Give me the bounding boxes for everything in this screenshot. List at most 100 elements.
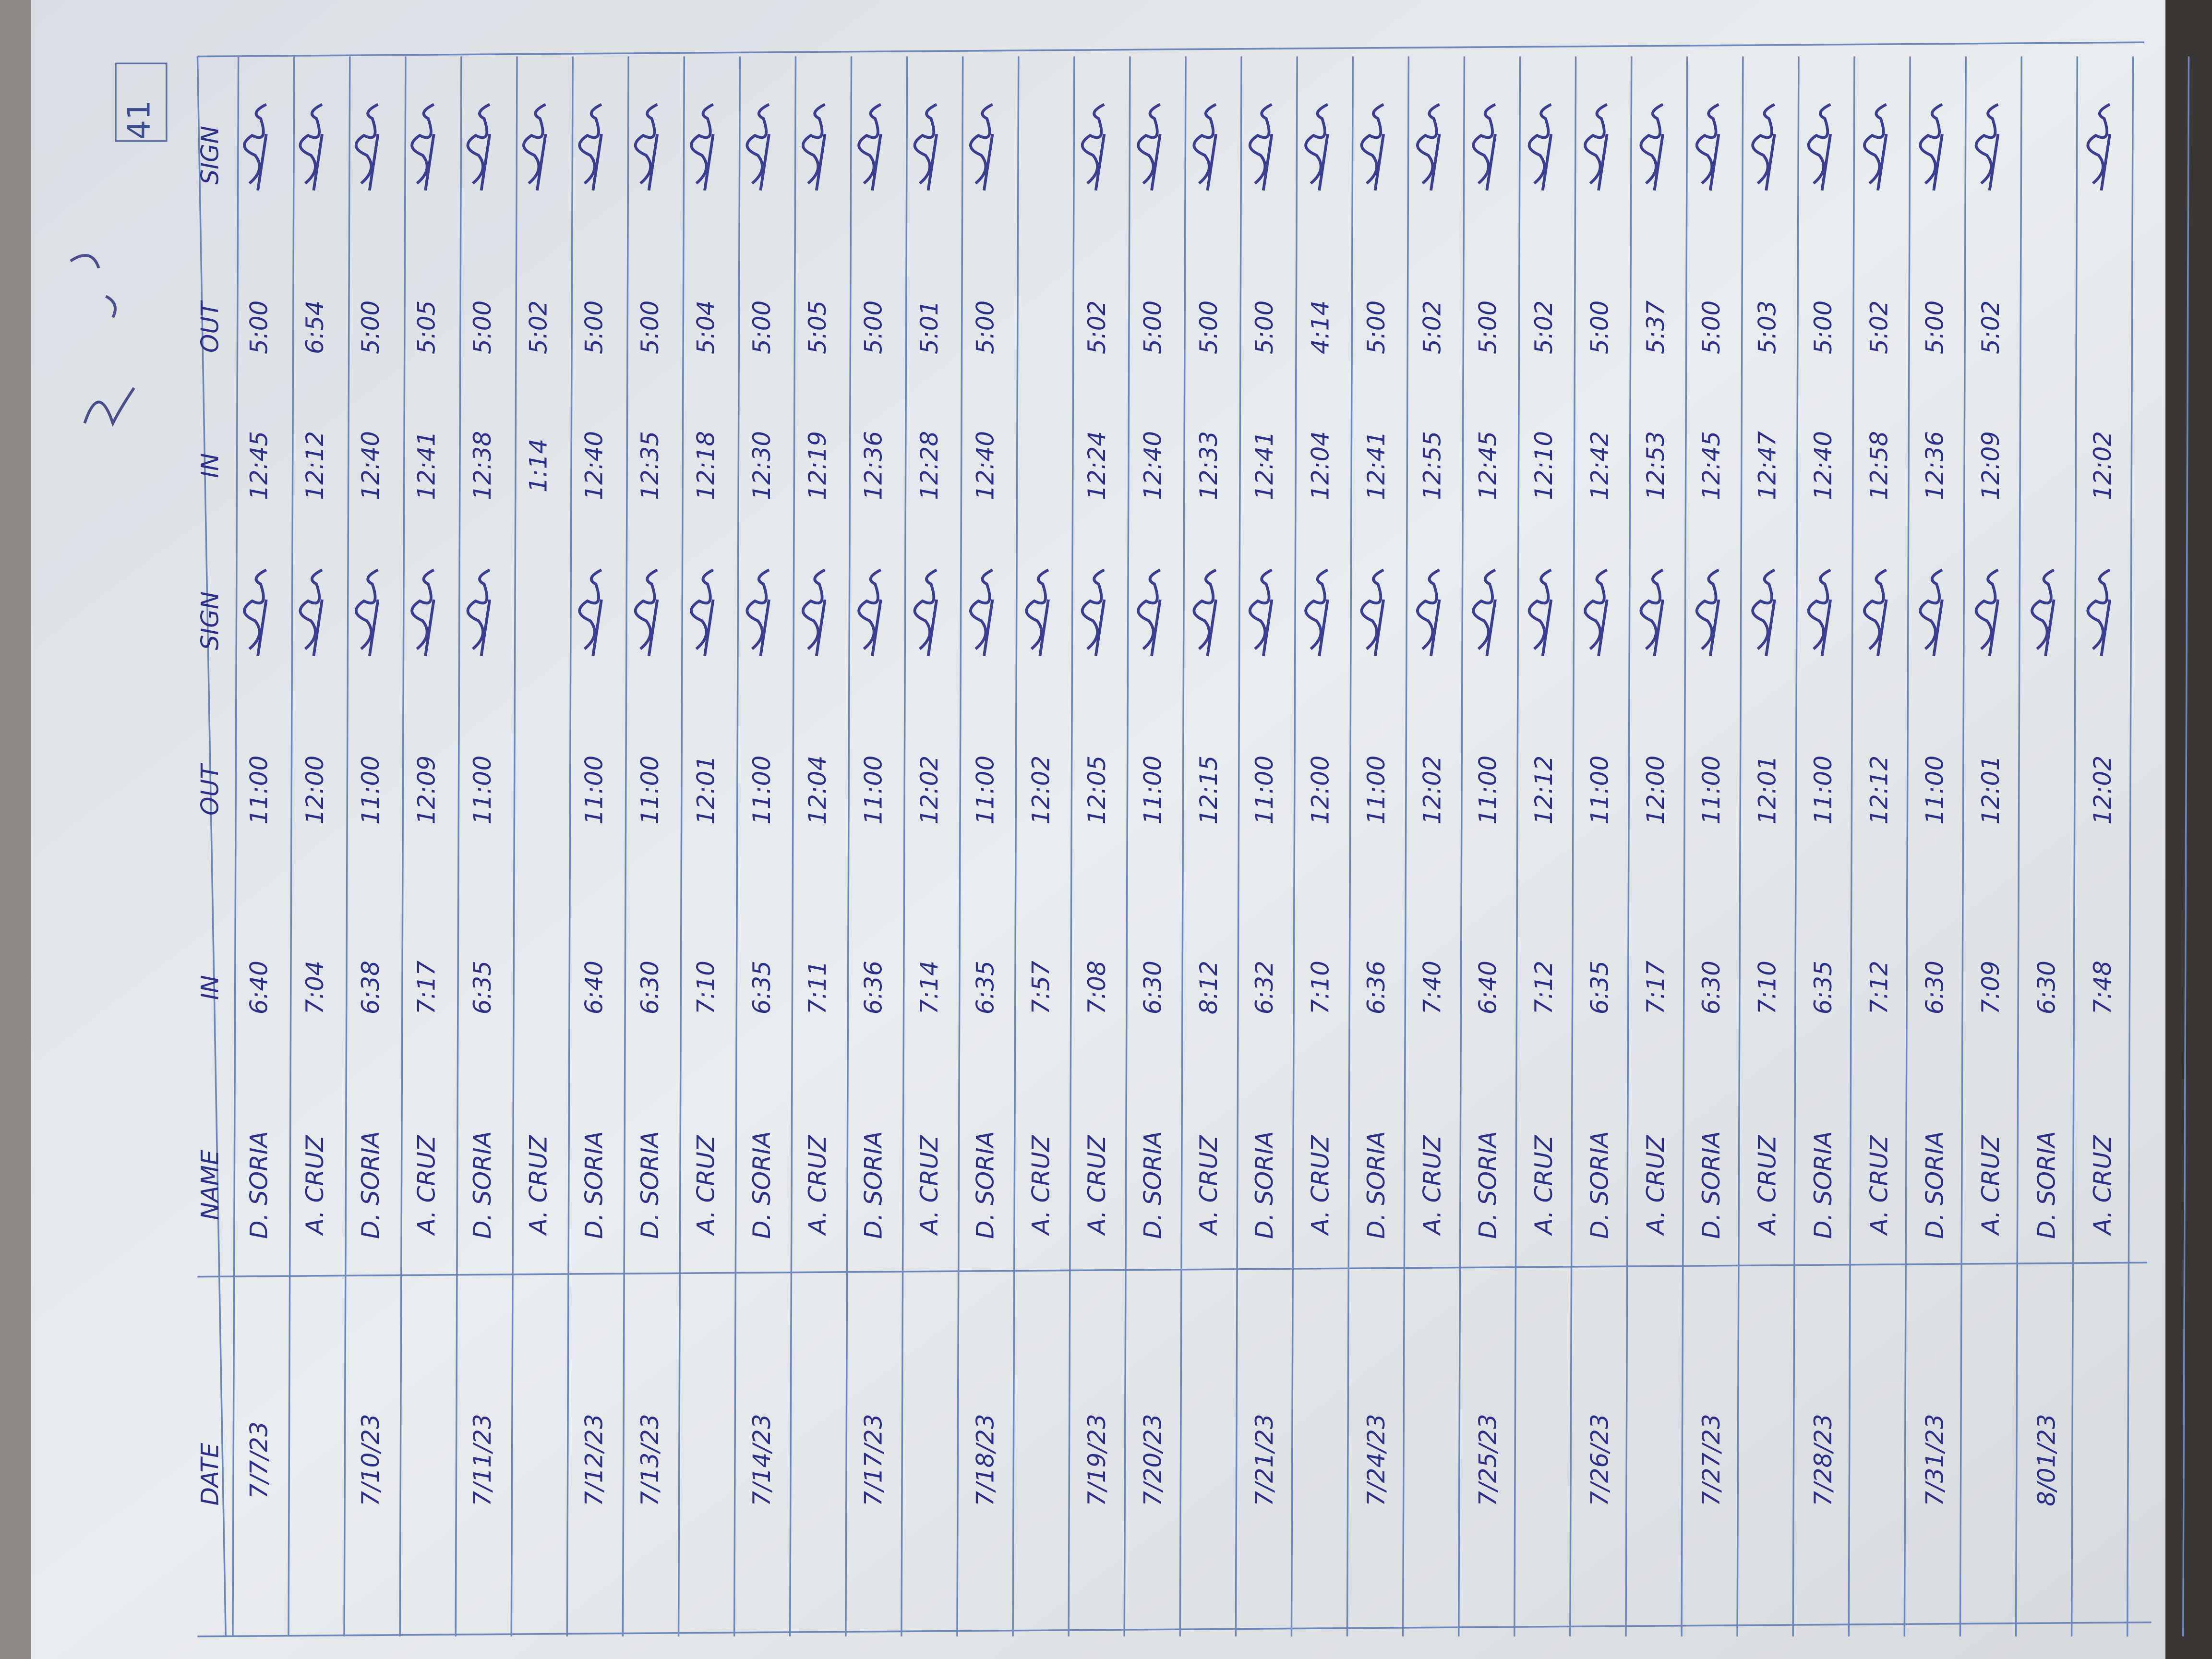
time-in: 6:40 <box>580 961 608 1014</box>
name: D. SORIA <box>636 1131 664 1239</box>
time-in: 6:30 <box>2032 961 2060 1014</box>
time-out: 11:00 <box>469 756 496 825</box>
time-out: 5:00 <box>1474 301 1502 354</box>
signature <box>1695 103 1720 191</box>
page-number-box <box>115 62 168 142</box>
signature <box>1863 103 1888 191</box>
column-header: SIGN <box>196 591 224 650</box>
signature <box>913 568 938 656</box>
binding-edge <box>0 0 31 1659</box>
name: A. CRUZ <box>1977 1134 2005 1236</box>
name: D. SORIA <box>469 1131 496 1239</box>
page-number: 41 <box>121 100 157 140</box>
time-in: 12:18 <box>692 431 720 500</box>
signature <box>1584 103 1609 191</box>
ruled-line <box>455 56 462 1636</box>
date: 7/19/23 <box>1083 1414 1111 1506</box>
signature <box>1919 568 1944 656</box>
name: A. CRUZ <box>524 1134 552 1236</box>
date: 7/17/23 <box>860 1414 888 1506</box>
time-out: 12:01 <box>692 756 720 825</box>
signature <box>1807 103 1832 191</box>
ruled-line <box>2182 56 2190 1636</box>
name: D. SORIA <box>580 1131 608 1239</box>
time-out: 12:01 <box>1754 756 1781 825</box>
date: 7/25/23 <box>1474 1414 1502 1506</box>
signature <box>745 103 770 191</box>
time-out: 5:00 <box>636 301 664 354</box>
time-out: 5:00 <box>1195 301 1223 354</box>
ruled-line <box>1235 56 1242 1636</box>
time-out: 5:00 <box>1362 301 1390 354</box>
time-in: 12:19 <box>804 431 831 500</box>
signature <box>857 568 882 656</box>
time-out: 5:02 <box>1865 301 1893 354</box>
time-out: 11:00 <box>245 756 273 825</box>
ruled-line <box>1792 56 1800 1636</box>
time-out: 5:00 <box>1809 301 1837 354</box>
time-out: 5:00 <box>748 301 776 354</box>
time-out: 12:01 <box>1977 756 2005 825</box>
ruled-line <box>2015 56 2023 1636</box>
name: D. SORIA <box>357 1131 385 1239</box>
column-line <box>196 56 227 1637</box>
margin-scribble <box>70 253 135 427</box>
time-in: 7:48 <box>2089 961 2116 1014</box>
time-out: 11:00 <box>1474 756 1502 825</box>
time-in: 12:28 <box>915 431 943 500</box>
signature <box>299 103 324 191</box>
name: D. SORIA <box>2032 1131 2060 1239</box>
signature <box>1863 568 1888 656</box>
signature <box>1081 568 1106 656</box>
name: D. SORIA <box>245 1131 273 1239</box>
time-out: 12:02 <box>1418 756 1446 825</box>
time-in: 6:30 <box>636 961 664 1014</box>
time-out: 5:03 <box>1754 301 1781 354</box>
ruled-line <box>1068 56 1075 1636</box>
time-in: 6:35 <box>469 961 496 1014</box>
signature <box>690 103 715 191</box>
date: 7/26/23 <box>1586 1414 1613 1506</box>
signature <box>1304 103 1329 191</box>
time-out: 11:00 <box>748 756 776 825</box>
paper <box>0 0 2166 1659</box>
time-in: 7:40 <box>1418 961 1446 1014</box>
signature <box>1751 103 1776 191</box>
time-out: 12:09 <box>413 756 441 825</box>
time-in: 7:17 <box>1642 961 1670 1014</box>
ruled-line <box>1402 56 1410 1636</box>
time-out: 11:00 <box>580 756 608 825</box>
signature <box>354 568 380 656</box>
date: 7/10/23 <box>357 1414 385 1506</box>
time-out: 5:00 <box>1586 301 1613 354</box>
time-out: 5:05 <box>413 301 441 354</box>
time-in: 12:41 <box>1362 431 1390 500</box>
time-in: 7:10 <box>1754 961 1781 1014</box>
date: 7/14/23 <box>748 1414 776 1506</box>
date: 7/24/23 <box>1362 1414 1390 1506</box>
time-out: 5:00 <box>245 301 273 354</box>
signature <box>578 103 603 191</box>
signature <box>1248 103 1274 191</box>
time-out: 4:14 <box>1307 301 1334 354</box>
time-in: 6:30 <box>1139 961 1166 1014</box>
time-in: 6:36 <box>1362 961 1390 1014</box>
ruled-line <box>1012 56 1020 1636</box>
signature <box>913 103 938 191</box>
time-in: 7:17 <box>413 961 441 1014</box>
date: 7/11/23 <box>469 1414 496 1506</box>
time-in: 12:24 <box>1083 431 1111 500</box>
time-out: 12:00 <box>301 756 329 825</box>
ruled-line <box>677 56 685 1636</box>
time-in: 7:11 <box>804 961 831 1014</box>
name: A. CRUZ <box>1865 1134 1893 1236</box>
time-out: 5:00 <box>1697 301 1725 354</box>
ruled-line <box>1346 56 1354 1636</box>
ruled-line <box>1290 56 1298 1636</box>
signature <box>578 568 603 656</box>
signature <box>1974 103 2000 191</box>
time-in: 12:53 <box>1642 431 1670 500</box>
date: 7/20/23 <box>1139 1414 1166 1506</box>
date: 7/12/23 <box>580 1414 608 1506</box>
time-in: 7:14 <box>915 961 943 1014</box>
